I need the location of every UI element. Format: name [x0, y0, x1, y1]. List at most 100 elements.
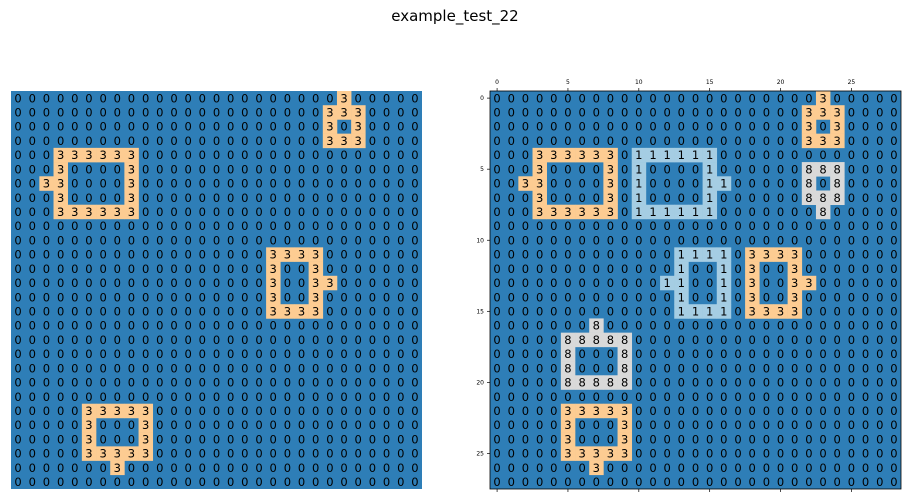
- cell-value: 0: [649, 248, 656, 262]
- cell-value: 1: [635, 191, 642, 205]
- grid-cell: [518, 176, 533, 191]
- cell-value: 0: [734, 376, 741, 390]
- cell-value: 1: [706, 162, 713, 176]
- cell-value: 0: [706, 347, 713, 361]
- cell-value: 0: [493, 333, 500, 347]
- grid-cell: [532, 162, 547, 177]
- cell-value: 0: [184, 475, 191, 489]
- cell-value: 0: [355, 305, 362, 319]
- grid-cell: [801, 119, 817, 134]
- cell-value: 0: [142, 233, 149, 247]
- cell-value: 0: [326, 361, 333, 375]
- grid-cell: [110, 446, 125, 461]
- grid-cell: [815, 204, 831, 220]
- cell-value: 0: [71, 347, 78, 361]
- cell-value: 0: [397, 333, 404, 347]
- cell-value: 0: [199, 290, 206, 304]
- cell-value: 0: [678, 404, 685, 418]
- cell-value: 0: [692, 134, 699, 148]
- grid-cell: [546, 204, 562, 220]
- cell-value: 8: [819, 205, 826, 219]
- cell-value: 0: [663, 390, 670, 404]
- cell-value: 3: [522, 177, 529, 191]
- cell-value: 0: [649, 390, 656, 404]
- cell-value: 0: [649, 91, 656, 105]
- cell-value: 0: [493, 91, 500, 105]
- cell-value: 0: [156, 177, 163, 191]
- cell-value: 0: [678, 461, 685, 475]
- cell-value: 0: [213, 418, 220, 432]
- cell-value: 0: [29, 191, 36, 205]
- cell-value: 0: [508, 390, 515, 404]
- cell-value: 0: [340, 177, 347, 191]
- cell-value: 0: [284, 432, 291, 446]
- cell-value: 0: [142, 219, 149, 233]
- cell-value: 0: [663, 91, 670, 105]
- cell-value: 0: [848, 461, 855, 475]
- cell-value: 0: [326, 248, 333, 262]
- cell-value: 3: [749, 305, 756, 319]
- cell-value: 0: [593, 262, 600, 276]
- cell-value: 0: [142, 162, 149, 176]
- cell-value: 0: [128, 305, 135, 319]
- cell-value: 0: [805, 262, 812, 276]
- cell-value: 0: [71, 177, 78, 191]
- cell-value: 0: [706, 262, 713, 276]
- cell-value: 0: [298, 376, 305, 390]
- grid-cell: [617, 432, 633, 447]
- cell-value: 0: [355, 404, 362, 418]
- cell-value: 0: [890, 475, 897, 489]
- cell-value: 0: [706, 333, 713, 347]
- cell-value: 0: [834, 361, 841, 375]
- cell-value: 0: [621, 475, 628, 489]
- cell-value: 3: [326, 134, 333, 148]
- cell-value: 0: [383, 333, 390, 347]
- cell-value: 0: [564, 390, 571, 404]
- cell-value: 0: [57, 432, 64, 446]
- cell-value: 3: [536, 177, 543, 191]
- cell-value: 0: [71, 475, 78, 489]
- cell-value: 0: [550, 177, 557, 191]
- cell-value: 3: [749, 248, 756, 262]
- cell-value: 0: [819, 404, 826, 418]
- cell-value: 0: [170, 447, 177, 461]
- cell-value: 0: [355, 219, 362, 233]
- cell-value: 0: [369, 475, 376, 489]
- cell-value: 0: [255, 333, 262, 347]
- cell-value: 0: [578, 461, 585, 475]
- cell-value: 0: [848, 333, 855, 347]
- cell-value: 0: [890, 447, 897, 461]
- cell-value: 3: [340, 106, 347, 120]
- cell-value: 0: [369, 248, 376, 262]
- cell-value: 0: [522, 347, 529, 361]
- cell-value: 0: [369, 461, 376, 475]
- cell-value: 0: [777, 91, 784, 105]
- cell-value: 0: [43, 333, 50, 347]
- grid-cell: [322, 133, 338, 149]
- cell-value: 0: [284, 106, 291, 120]
- cell-value: 0: [227, 177, 234, 191]
- grid-cell: [617, 361, 633, 376]
- cell-value: 1: [720, 276, 727, 290]
- cell-value: 0: [255, 191, 262, 205]
- cell-value: 0: [369, 191, 376, 205]
- cell-value: 0: [312, 361, 319, 375]
- cell-value: 0: [156, 120, 163, 134]
- cell-value: 0: [720, 404, 727, 418]
- cell-value: 0: [227, 305, 234, 319]
- cell-value: 0: [522, 91, 529, 105]
- cell-value: 0: [326, 219, 333, 233]
- cell-value: 0: [706, 418, 713, 432]
- cell-value: 0: [819, 248, 826, 262]
- cell-value: 0: [184, 233, 191, 247]
- cell-value: 0: [57, 319, 64, 333]
- cell-value: 0: [227, 233, 234, 247]
- cell-value: 0: [199, 177, 206, 191]
- grid-cell: [81, 446, 97, 461]
- cell-value: 3: [85, 447, 92, 461]
- cell-value: 0: [649, 290, 656, 304]
- grid-cell: [688, 204, 703, 220]
- cell-value: 0: [862, 162, 869, 176]
- cell-value: 0: [607, 134, 614, 148]
- cell-value: 0: [85, 91, 92, 105]
